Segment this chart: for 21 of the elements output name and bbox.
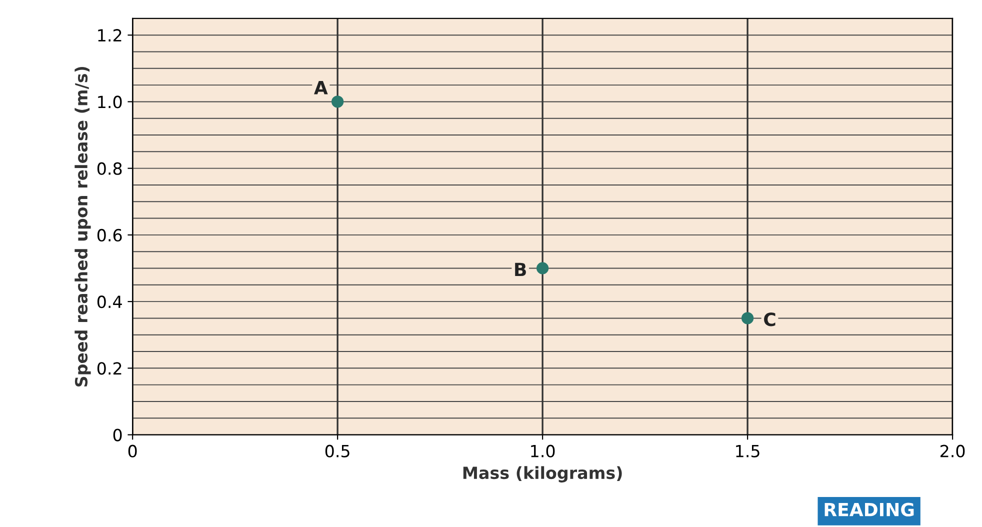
y-tick-label: 0 <box>113 428 122 442</box>
y-axis-title: Speed reached upon release (m/s) <box>74 66 91 386</box>
y-tick-label: 1.2 <box>98 29 122 42</box>
y-tick-label: 0.4 <box>97 296 122 308</box>
x-tick-label: 1.5 <box>736 445 760 458</box>
point <box>536 262 549 274</box>
point <box>331 96 344 108</box>
x-axis-title: Mass (kilograms) <box>463 466 622 482</box>
x-tick-label: 0.5 <box>325 444 350 458</box>
x-tick-label: 2.0 <box>940 444 965 458</box>
x-tick-label: 0 <box>128 444 137 458</box>
text: READING <box>824 502 914 516</box>
annotation: B <box>515 262 526 276</box>
y-tick-label: 0.8 <box>97 162 122 175</box>
y-tick-label: 1.0 <box>98 96 122 108</box>
point <box>741 312 754 324</box>
annotation: A <box>314 81 328 94</box>
y-tick-label: 0.2 <box>97 362 122 375</box>
x-tick-label: 1.0 <box>531 444 555 458</box>
y-tick-label: 0.6 <box>97 228 122 242</box>
annotation: C <box>764 312 776 326</box>
